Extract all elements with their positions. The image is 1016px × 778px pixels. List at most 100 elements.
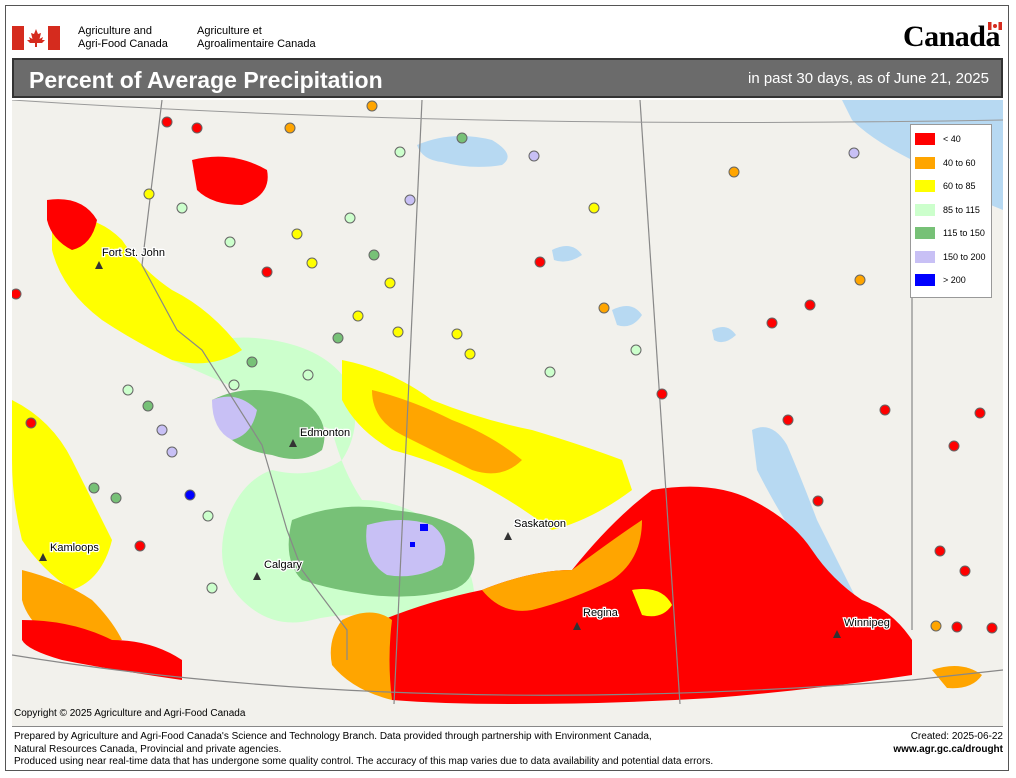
city-label-fort-st-john: Fort St. John — [102, 247, 165, 259]
city-label-regina: Regina — [583, 607, 619, 619]
station-dot — [134, 540, 146, 552]
station-dot — [284, 122, 296, 134]
station-dot — [934, 545, 946, 557]
city-label-edmonton: Edmonton — [300, 427, 350, 439]
zone-over-200-a — [420, 524, 428, 531]
title-bar: Percent of Average Precipitation in past… — [12, 58, 1003, 98]
station-dot — [306, 257, 318, 269]
station-dot — [598, 302, 610, 314]
station-dot — [544, 366, 556, 378]
station-dot — [766, 317, 778, 329]
city-marker-icon — [833, 630, 841, 638]
station-dot — [122, 384, 134, 396]
zone-40-60-southwest — [330, 612, 392, 700]
created-date: Created: 2025-06-22 — [910, 731, 1003, 742]
station-dot — [879, 404, 891, 416]
legend-swatch — [915, 250, 935, 263]
lake-winnipeg — [752, 427, 857, 612]
precipitation-map: Fort St. John Edmonton Kamloops Calgary … — [12, 100, 1003, 726]
station-dot — [110, 492, 122, 504]
zone-40-60-east — [932, 666, 982, 689]
station-dot — [959, 565, 971, 577]
drought-url-link[interactable]: www.agr.gc.ca/drought — [893, 743, 1003, 755]
city-marker-icon — [573, 622, 581, 630]
legend-swatch — [915, 180, 935, 192]
city-label-winnipeg: Winnipeg — [844, 617, 890, 629]
station-dot — [804, 299, 816, 311]
station-dot — [392, 326, 404, 338]
station-dot — [291, 228, 303, 240]
mini-flag-icon — [988, 22, 1002, 30]
station-dot — [161, 116, 173, 128]
legend-label: 60 to 85 — [943, 181, 976, 191]
zone-under-40-bc — [22, 620, 182, 680]
zone-60-85-northwest — [52, 217, 242, 364]
lake-athabasca — [417, 136, 508, 167]
station-dot — [366, 100, 378, 112]
station-dot — [394, 146, 406, 158]
legend-swatch — [915, 203, 935, 216]
station-dot — [728, 166, 740, 178]
footer-line3: Produced using near real-time data that … — [14, 756, 714, 767]
lake-small-1 — [612, 306, 642, 327]
zone-150-200-south — [366, 520, 446, 577]
footer-meta: Created: 2025-06-22 www.agr.gc.ca/drough… — [893, 731, 1003, 756]
station-dot — [974, 407, 986, 419]
zone-60-85-bc — [12, 400, 112, 590]
station-dot — [302, 369, 314, 381]
station-dot — [782, 414, 794, 426]
station-dot — [176, 202, 188, 214]
lake-small-3 — [712, 326, 736, 343]
legend-swatch — [915, 227, 935, 239]
sk-mb-border — [639, 100, 681, 705]
city-marker-icon — [39, 553, 47, 561]
station-dot — [12, 288, 22, 300]
agency-en-line2: Agri-Food Canada — [78, 38, 168, 50]
station-dot — [184, 489, 196, 501]
city-label-saskatoon: Saskatoon — [514, 518, 566, 530]
station-dot — [344, 212, 356, 224]
station-dot — [384, 277, 396, 289]
map-frame — [5, 5, 1009, 771]
station-dot — [352, 310, 364, 322]
agency-fr-line1: Agriculture et — [197, 25, 262, 37]
station-dot — [930, 620, 942, 632]
station-dot — [528, 150, 540, 162]
city-marker-icon — [95, 261, 103, 269]
station-dot — [456, 132, 468, 144]
station-dot — [951, 621, 963, 633]
station-dot — [156, 424, 168, 436]
station-dot — [224, 236, 236, 248]
bc-ab-border — [141, 100, 348, 660]
station-dot — [464, 348, 476, 360]
station-dot — [630, 344, 642, 356]
station-dot — [166, 446, 178, 458]
station-dot — [451, 328, 463, 340]
station-dot — [202, 510, 214, 522]
footer-credits: Prepared by Agriculture and Agri-Food Ca… — [14, 731, 834, 769]
lake-small-2 — [552, 246, 582, 262]
station-dot — [854, 274, 866, 286]
zone-40-60-central — [372, 390, 522, 474]
city-marker-icon — [289, 439, 297, 447]
station-dot — [246, 356, 258, 368]
agency-name-english: Agriculture and Agri-Food Canada — [78, 25, 168, 51]
copyright: Copyright © 2025 Agriculture and Agri-Fo… — [14, 708, 246, 719]
zone-under-40-north — [192, 156, 268, 205]
city-marker-icon — [504, 532, 512, 540]
agency-name-french: Agriculture et Agroalimentaire Canada — [197, 25, 316, 51]
station-dot — [656, 388, 668, 400]
legend-label: 40 to 60 — [943, 157, 976, 168]
map-subtitle: in past 30 days, as of June 21, 2025 — [747, 70, 989, 87]
station-dot — [88, 482, 100, 494]
legend-label: < 40 — [943, 134, 961, 144]
us-border — [12, 654, 1003, 696]
station-dot — [143, 188, 155, 200]
legend-label: > 200 — [943, 275, 966, 285]
legend: < 40 40 to 60 60 to 85 85 to 115 115 to 150 1… — [910, 124, 992, 298]
nwt-border — [12, 100, 1003, 123]
legend-swatch — [915, 156, 935, 169]
canada-wordmark: Canada — [903, 20, 1002, 54]
station-dot — [404, 194, 416, 206]
canada-flag-icon — [12, 26, 60, 50]
